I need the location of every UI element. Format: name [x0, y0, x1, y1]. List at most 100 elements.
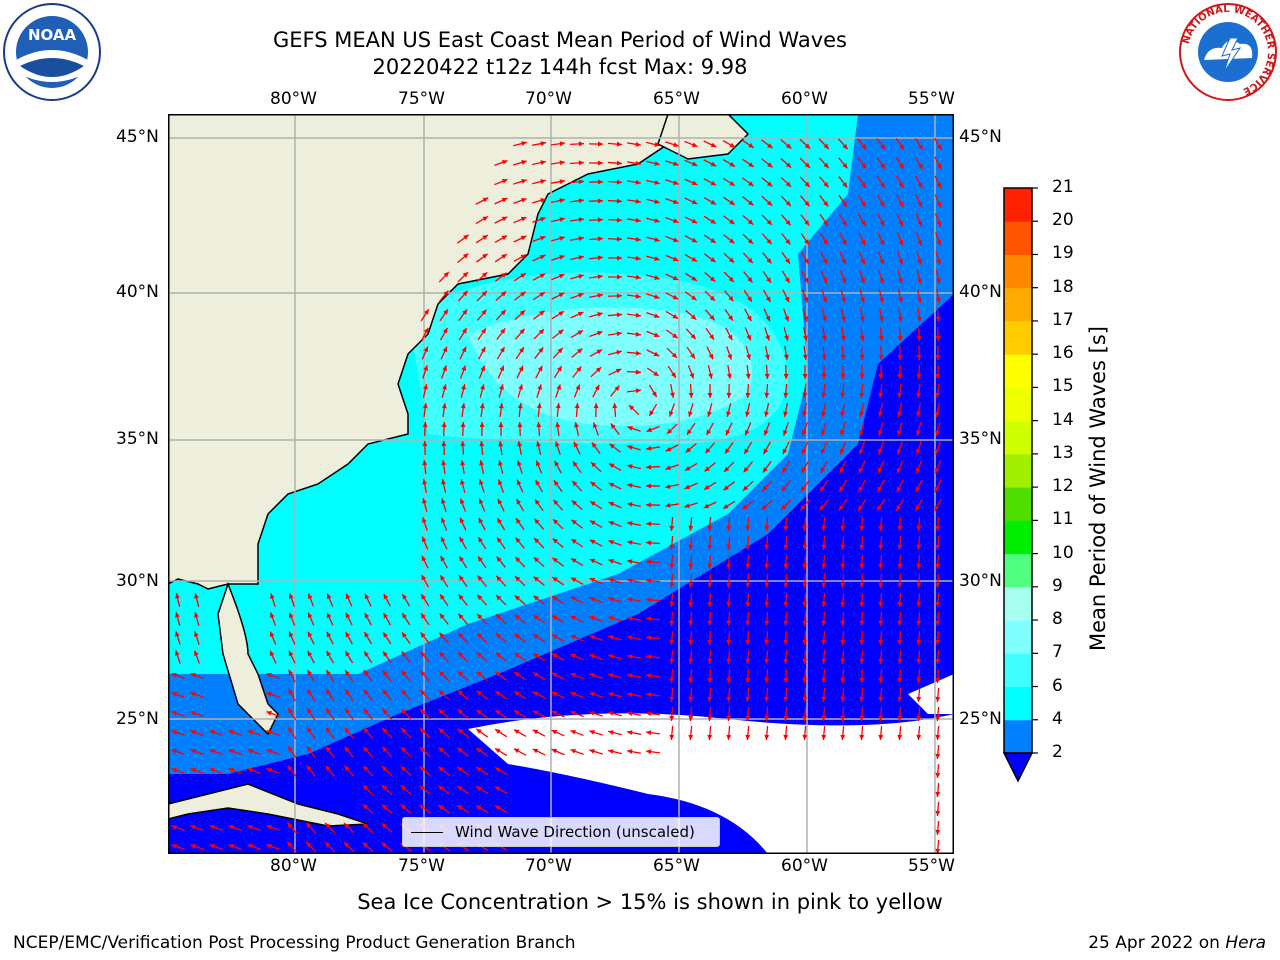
wave-direction-arrow [916, 725, 922, 741]
wave-direction-arrow [800, 232, 810, 246]
wave-direction-arrow [362, 803, 374, 815]
colorbar-tick-label: 7 [1052, 642, 1063, 663]
wave-direction-arrow [726, 516, 732, 532]
nws-logo: NATIONAL WEATHER SERVICE [1178, 2, 1278, 102]
land-us-east-coast [167, 113, 730, 590]
wave-direction-arrow [324, 841, 336, 853]
wave-direction-arrow [802, 687, 808, 703]
wave-direction-arrow [840, 403, 846, 417]
wave-direction-arrow [494, 216, 508, 224]
wave-direction-arrow [703, 253, 717, 263]
wave-direction-arrow [513, 690, 527, 700]
wave-direction-arrow [706, 346, 714, 360]
wave-direction-arrow [247, 748, 261, 756]
wave-direction-arrow [247, 824, 261, 832]
wave-direction-arrow [935, 630, 941, 646]
wave-direction-arrow [589, 634, 603, 642]
wave-direction-arrow [608, 597, 622, 603]
wave-direction-arrow [441, 384, 447, 398]
wave-direction-arrow [171, 824, 185, 832]
wave-direction-arrow [269, 593, 276, 607]
wave-direction-arrow [534, 498, 544, 512]
wave-direction-arrow [362, 822, 374, 834]
wave-direction-arrow [550, 160, 566, 166]
wave-direction-arrow [704, 442, 716, 454]
wave-direction-arrow [533, 518, 545, 530]
wave-direction-arrow [799, 157, 811, 169]
wave-direction-arrow [607, 141, 623, 147]
wave-direction-arrow [550, 141, 566, 147]
wave-direction-arrow [517, 421, 523, 437]
wave-direction-arrow [897, 630, 903, 646]
wave-direction-arrow [762, 460, 772, 474]
wave-direction-arrow [608, 482, 622, 490]
wave-direction-arrow [495, 613, 507, 625]
wave-direction-arrow [438, 670, 450, 682]
wave-direction-arrow [935, 687, 941, 703]
wave-direction-arrow [916, 289, 922, 303]
wave-direction-arrow [458, 327, 468, 341]
wave-direction-arrow [266, 710, 280, 718]
wave-direction-arrow [840, 308, 846, 322]
wave-direction-arrow [915, 479, 923, 493]
wave-direction-arrow [859, 403, 865, 417]
wave-direction-arrow [326, 612, 334, 626]
wave-direction-arrow [551, 310, 565, 320]
wave-direction-arrow [916, 573, 922, 589]
colorbar-tick-label: 4 [1052, 708, 1063, 729]
wave-direction-arrow [421, 536, 429, 550]
wave-direction-arrow [608, 616, 622, 622]
wave-direction-arrow [496, 346, 506, 360]
wave-direction-arrow [878, 289, 884, 303]
wave-direction-arrow [420, 612, 430, 626]
no-data-region [468, 713, 954, 854]
wave-direction-arrow [821, 573, 827, 589]
wave-direction-arrow [266, 843, 280, 851]
wave-direction-arrow [897, 289, 903, 303]
wave-direction-arrow [422, 440, 428, 456]
wave-direction-arrow [688, 725, 694, 741]
wave-direction-arrow [497, 498, 505, 512]
wave-direction-arrow [838, 194, 848, 208]
wave-direction-arrow [572, 460, 582, 474]
wave-direction-arrow [780, 139, 792, 149]
wave-direction-arrow [665, 141, 679, 147]
colorbar-tick-label: 20 [1052, 210, 1074, 231]
wave-direction-arrow [550, 179, 566, 185]
wave-direction-arrow [626, 312, 642, 318]
wave-direction-arrow [422, 459, 428, 475]
wave-direction-arrow [555, 402, 561, 418]
wave-direction-arrow [570, 596, 584, 604]
wave-direction-arrow [439, 613, 449, 625]
wave-direction-arrow [552, 329, 564, 339]
wave-direction-arrow [364, 593, 372, 607]
wave-direction-arrow [344, 650, 354, 664]
wave-direction-arrow [513, 254, 527, 262]
wave-direction-arrow [551, 576, 565, 586]
wave-direction-arrow [607, 160, 623, 166]
wave-direction-arrow [494, 728, 508, 738]
wave-direction-arrow [513, 235, 527, 243]
wave-direction-arrow [723, 271, 735, 283]
wave-direction-arrow [590, 461, 602, 473]
wave-direction-arrow [878, 383, 884, 399]
wave-direction-arrow [574, 422, 580, 436]
wave-direction-arrow [802, 327, 808, 341]
wave-direction-arrow [916, 422, 922, 436]
wave-direction-arrow [934, 175, 942, 189]
lon-label-top-80w: 80°W [270, 89, 317, 109]
wave-direction-arrow [764, 706, 770, 722]
wave-direction-arrow [551, 273, 565, 281]
wave-direction-arrow [573, 441, 581, 455]
wave-direction-arrow [475, 804, 489, 814]
colorbar-segment [1004, 487, 1032, 521]
wave-direction-arrow [438, 747, 450, 757]
wave-direction-arrow [935, 744, 941, 760]
wave-direction-arrow [935, 232, 942, 246]
wave-direction-arrow [688, 687, 694, 703]
wave-direction-arrow [914, 156, 924, 170]
wave-direction-arrow [513, 728, 527, 738]
wave-direction-arrow [286, 841, 298, 853]
wave-direction-arrow [859, 725, 865, 741]
wave-direction-arrow [306, 688, 316, 702]
